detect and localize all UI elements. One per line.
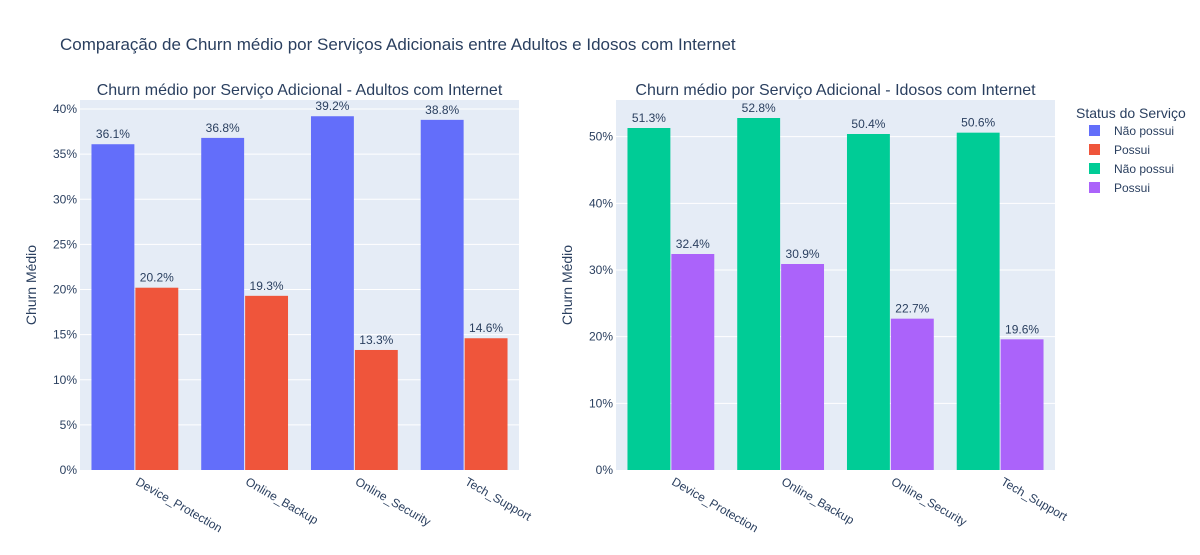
x-tick-label: Online_Security — [889, 474, 969, 528]
y-tick-label: 25% — [53, 237, 77, 251]
subplot-title: Churn médio por Serviço Adicional - Idos… — [635, 82, 1036, 99]
bar-value-label: 52.8% — [742, 101, 776, 115]
legend-swatch[interactable] — [1089, 125, 1100, 136]
x-tick-label: Tech_Support — [999, 474, 1071, 523]
bar — [846, 134, 890, 470]
legend-item-label[interactable]: Possui — [1114, 143, 1150, 157]
x-tick-label: Online_Backup — [779, 474, 857, 527]
y-tick-label: 0% — [60, 463, 78, 477]
y-tick-label: 35% — [53, 147, 77, 161]
x-tick-label: Device_Protection — [669, 474, 760, 535]
x-tick-label: Online_Backup — [243, 474, 321, 527]
bar-value-label: 51.3% — [632, 111, 666, 125]
legend: Status do Serviço Não possui Possui Não po… — [1076, 105, 1186, 195]
bar — [956, 132, 1000, 470]
bar-value-label: 20.2% — [140, 271, 174, 285]
bar — [890, 318, 934, 470]
bar-value-label: 32.4% — [676, 237, 710, 251]
bar-value-label: 19.6% — [1005, 322, 1039, 336]
bar — [781, 264, 825, 470]
bar — [737, 118, 781, 470]
bar-value-label: 50.6% — [961, 116, 995, 130]
bar-value-label: 13.3% — [359, 333, 393, 347]
bar — [201, 137, 245, 470]
bar — [245, 295, 289, 470]
bar — [464, 338, 508, 470]
y-tick-label: 40% — [589, 196, 613, 210]
legend-swatch[interactable] — [1089, 163, 1100, 174]
x-tick-label: Tech_Support — [463, 474, 535, 523]
y-axis-label: Churn Médio — [23, 245, 39, 325]
legend-item-label[interactable]: Não possui — [1114, 162, 1174, 176]
y-tick-label: 10% — [589, 396, 613, 410]
y-tick-label: 10% — [53, 373, 77, 387]
y-tick-label: 20% — [53, 283, 77, 297]
bar-value-label: 19.3% — [250, 279, 284, 293]
y-tick-label: 15% — [53, 328, 77, 342]
bar — [91, 144, 135, 470]
legend-swatch[interactable] — [1089, 144, 1100, 155]
y-axis-label: Churn Médio — [559, 245, 575, 325]
legend-title: Status do Serviço — [1076, 105, 1186, 121]
bar — [671, 254, 715, 470]
bar-value-label: 30.9% — [786, 247, 820, 261]
bar — [1000, 339, 1044, 470]
bar — [627, 128, 671, 470]
y-tick-label: 30% — [589, 263, 613, 277]
subplot-adults: 0% 5% 10% 15% 20% 25% 30% 35% 40% Churn médio por… — [23, 82, 534, 535]
bar-value-label: 36.1% — [96, 127, 130, 141]
x-tick-label: Device_Protection — [133, 474, 224, 535]
subplot-title: Churn médio por Serviço Adicional - Adul… — [97, 82, 503, 99]
figure-title: Comparação de Churn médio por Serviços A… — [60, 35, 736, 54]
bar-value-label: 14.6% — [469, 321, 503, 335]
bar — [420, 119, 464, 470]
bar — [354, 349, 398, 470]
y-tick-label: 40% — [53, 102, 77, 116]
y-tick-label: 5% — [60, 418, 78, 432]
legend-item-label[interactable]: Possui — [1114, 181, 1150, 195]
subplot-seniors: 0% 10% 20% 30% 40% 50% Churn médio por Serviço… — [559, 82, 1070, 535]
y-tick-label: 30% — [53, 192, 77, 206]
bar — [310, 116, 354, 471]
bar-value-label: 39.2% — [315, 99, 349, 113]
y-tick-label: 0% — [596, 463, 614, 477]
y-tick-label: 50% — [589, 130, 613, 144]
x-tick-label: Online_Security — [353, 474, 433, 528]
legend-item-label[interactable]: Não possui — [1114, 124, 1174, 138]
bar-value-label: 38.8% — [425, 103, 459, 117]
bar-value-label: 50.4% — [851, 117, 885, 131]
bar — [135, 287, 179, 470]
bar-value-label: 22.7% — [895, 302, 929, 316]
bar-value-label: 36.8% — [206, 121, 240, 135]
y-tick-label: 20% — [589, 330, 613, 344]
legend-swatch[interactable] — [1089, 182, 1100, 193]
